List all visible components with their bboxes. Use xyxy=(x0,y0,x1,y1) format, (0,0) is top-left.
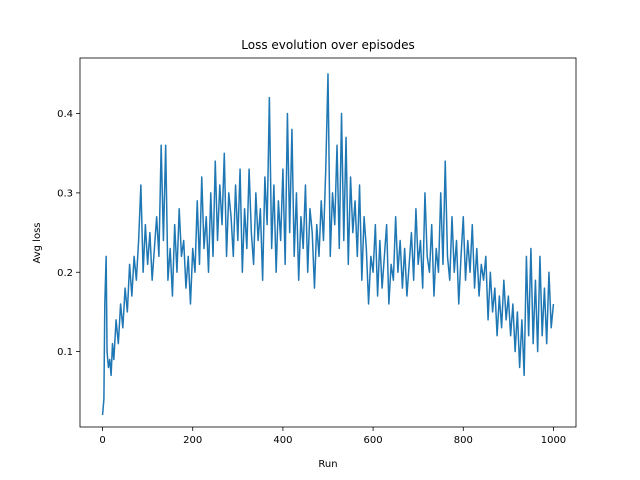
y-tick-label: 0.3 xyxy=(57,188,73,199)
plot-area: 0 200 400 600 800 1000 0.1 0.2 0.3 0.4 xyxy=(57,57,577,446)
x-tick-label: 600 xyxy=(364,435,383,446)
y-tick-label: 0.4 xyxy=(57,109,73,120)
axes-frame xyxy=(79,57,577,428)
y-tick-label: 0.1 xyxy=(57,347,73,358)
y-tick-label: 0.2 xyxy=(57,268,73,279)
x-tick-label: 800 xyxy=(454,435,473,446)
y-axis-label: Avg loss xyxy=(32,222,43,263)
x-tick-label: 0 xyxy=(99,435,105,446)
series-line-0 xyxy=(101,73,555,416)
x-tick-label: 200 xyxy=(183,435,202,446)
chart-title: Loss evolution over episodes xyxy=(241,38,414,52)
x-tick-label: 1000 xyxy=(541,435,566,446)
x-axis-label: Run xyxy=(318,459,337,470)
x-tick-label: 400 xyxy=(273,435,292,446)
